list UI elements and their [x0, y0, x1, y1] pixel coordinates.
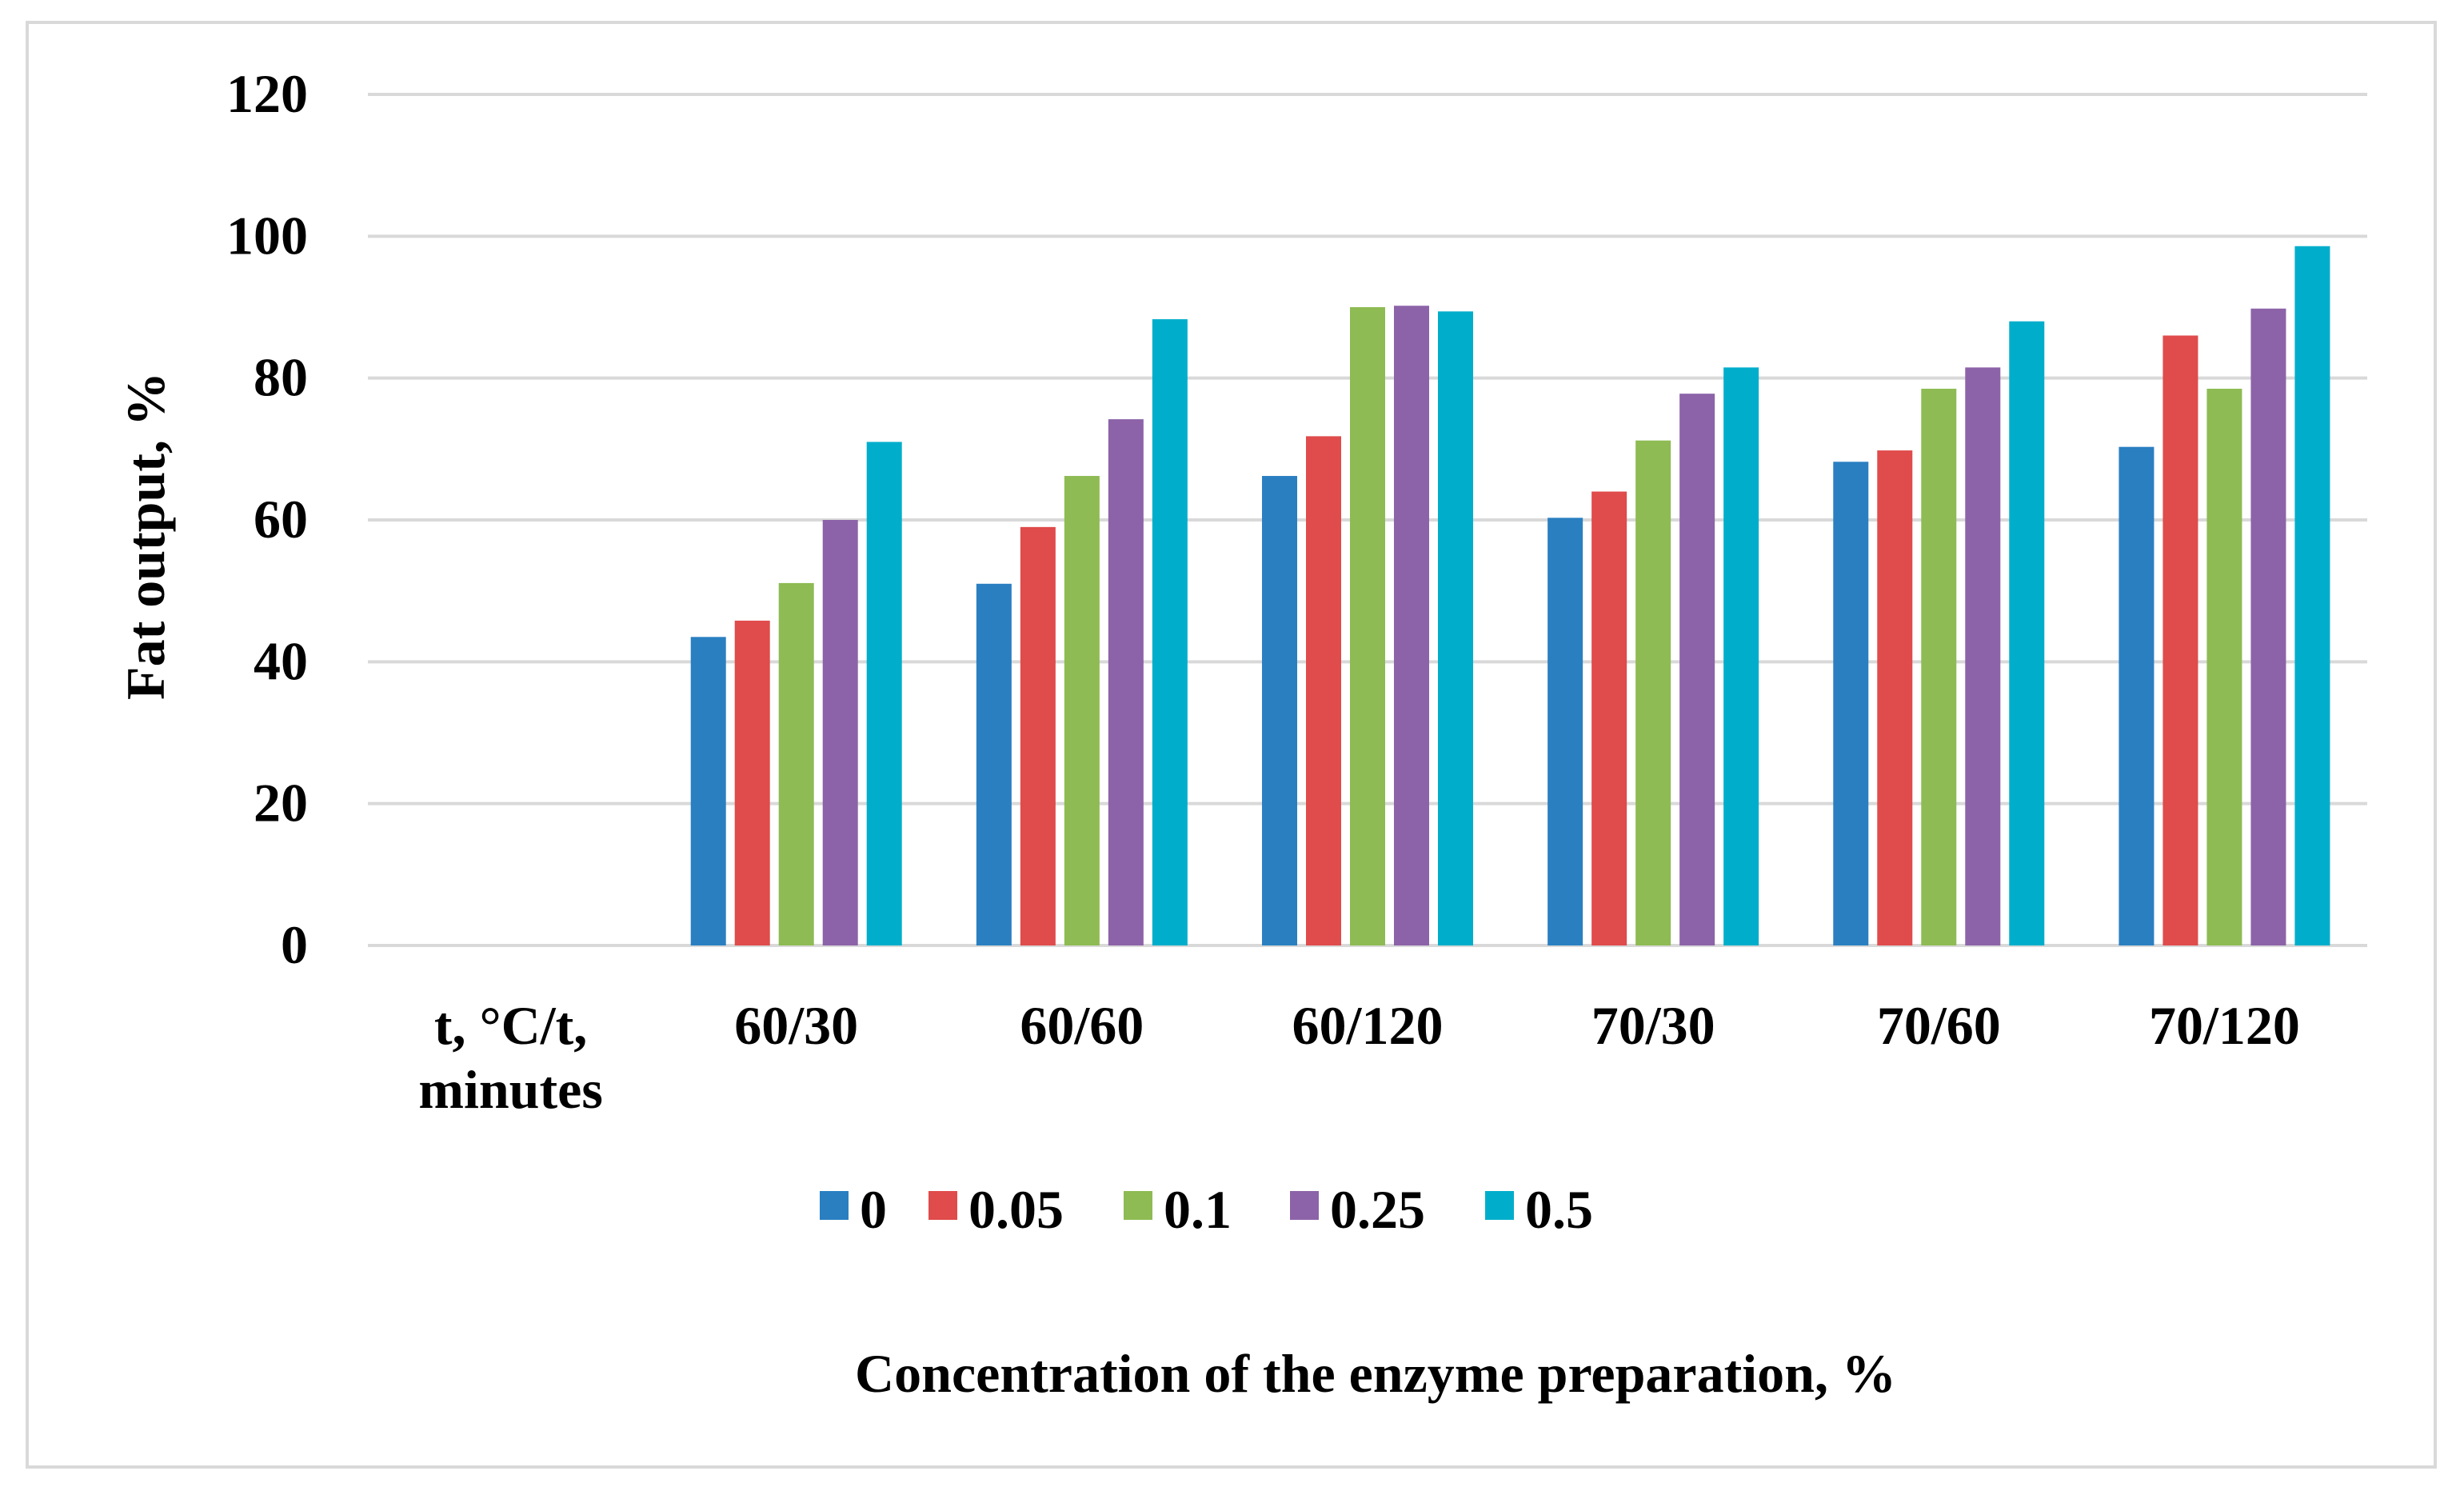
legend-swatch-0.25	[1290, 1191, 1319, 1220]
x-tick-0: t, °C/t, minutes	[418, 995, 602, 1120]
bar-70/30-0.25	[1679, 394, 1715, 945]
bar-70/120-0.25	[2250, 308, 2286, 946]
bar-60/60-0.1	[1064, 476, 1100, 945]
chart-frame	[26, 21, 2437, 1469]
y-axis-label: Fat output, %	[115, 372, 176, 700]
bar-60/60-0.5	[1152, 319, 1188, 945]
bar-70/60-0.25	[1965, 367, 2001, 945]
bar-70/30-0.05	[1591, 491, 1627, 945]
bar-70/30-0	[1547, 518, 1583, 945]
y-tick-100: 100	[226, 205, 308, 266]
bar-70/120-0.1	[2206, 388, 2242, 945]
x-tick-4: 70/30	[1591, 995, 1715, 1056]
legend-swatch-0.05	[928, 1191, 957, 1220]
x-tick-1: 60/30	[734, 995, 858, 1056]
bar-60/120-0.25	[1394, 306, 1429, 945]
bar-70/60-0.05	[1877, 450, 1913, 945]
bar-60/30-0.5	[866, 442, 902, 945]
legend: 0 0.05 0.1 0.25 0.5	[820, 1179, 1593, 1240]
bar-70/60-0	[1833, 462, 1869, 945]
bar-70/60-0.5	[2009, 321, 2045, 945]
legend-swatch-0.1	[1124, 1191, 1152, 1220]
y-tick-80: 80	[254, 347, 308, 408]
bar-70/120-0	[2119, 446, 2155, 945]
x-tick-labels: t, °C/t, minutes 60/30 60/60 60/120 70/30 70/6…	[418, 995, 2300, 1120]
bar-60/60-0.25	[1108, 419, 1144, 945]
y-tick-120: 120	[226, 63, 308, 124]
bar-60/60-0.05	[1020, 526, 1056, 945]
legend-label-0.5: 0.5	[1525, 1179, 1593, 1240]
legend-label-0: 0	[860, 1179, 887, 1240]
bar-70/30-0.1	[1635, 440, 1671, 945]
x-tick-5: 70/60	[1877, 995, 2001, 1056]
legend-swatch-0	[820, 1191, 849, 1220]
bar-60/30-0.05	[734, 620, 770, 945]
bar-60/120-0.5	[1438, 311, 1473, 945]
y-tick-20: 20	[254, 773, 308, 833]
bar-60/120-0.05	[1306, 436, 1341, 945]
y-tick-0: 0	[281, 914, 308, 975]
x-tick-6: 70/120	[2149, 995, 2300, 1056]
legend-swatch-0.5	[1485, 1191, 1514, 1220]
bar-60/30-0.25	[822, 520, 858, 945]
bar-70/60-0.1	[1921, 388, 1957, 945]
bar-60/120-0	[1262, 476, 1297, 945]
y-tick-60: 60	[254, 489, 308, 550]
bar-60/30-0.1	[778, 582, 814, 945]
legend-label-0.1: 0.1	[1164, 1179, 1232, 1240]
x-tick-2: 60/60	[1020, 995, 1144, 1056]
x-axis-label: Concentration of the enzyme preparation,…	[855, 1343, 1896, 1404]
bar-60/30-0	[690, 637, 726, 945]
legend-label-0.25: 0.25	[1330, 1179, 1425, 1240]
y-tick-40: 40	[254, 630, 308, 691]
bar-60/60-0	[976, 583, 1012, 945]
bar-70/120-0.5	[2294, 246, 2330, 945]
bar-60/120-0.1	[1350, 307, 1385, 945]
legend-label-0.05: 0.05	[968, 1179, 1064, 1240]
bars	[690, 246, 2330, 946]
bar-70/30-0.5	[1723, 367, 1759, 945]
x-tick-3: 60/120	[1292, 995, 1444, 1056]
y-tick-labels: 0 20 40 60 80 100 120	[226, 63, 308, 975]
bar-70/120-0.05	[2162, 335, 2198, 945]
